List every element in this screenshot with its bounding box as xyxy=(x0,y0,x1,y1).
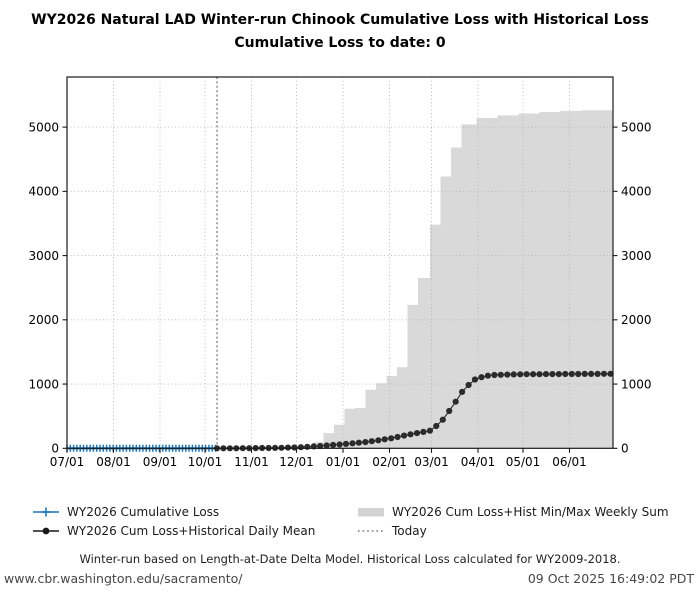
y-tick-label-right: 1000 xyxy=(621,377,652,391)
series-daily-mean-dot xyxy=(401,432,408,439)
x-tick-label: 07/01 xyxy=(50,455,85,469)
series-daily-mean-dot xyxy=(342,440,350,447)
minmax-band xyxy=(292,109,613,449)
legend-label: WY2026 Cum Loss+Hist Min/Max Weekly Sum xyxy=(392,505,669,519)
footer-note: Winter-run based on Length-at-Date Delta… xyxy=(79,552,621,566)
chart-title: WY2026 Natural LAD Winter-run Chinook Cu… xyxy=(0,9,680,55)
chart-title-line2: Cumulative Loss to date: 0 xyxy=(234,35,446,51)
x-tick-label: 03/01 xyxy=(414,455,449,469)
series-daily-mean-dot xyxy=(600,370,608,377)
x-tick-label: 04/01 xyxy=(461,455,496,469)
series-daily-mean-dot xyxy=(562,370,569,378)
chart-plot: 07/01 08/01 09/01 10/01 11/01 12/01 01/01 02/01… xyxy=(28,76,652,469)
series-daily-mean-dot xyxy=(388,435,395,442)
series-daily-mean-dot xyxy=(426,427,433,434)
series-daily-mean-dot xyxy=(330,441,337,449)
series-daily-mean-dot xyxy=(484,372,491,379)
y-tick-label-left: 2000 xyxy=(28,313,59,327)
series-daily-mean-dot xyxy=(555,371,563,378)
series-daily-mean-dot xyxy=(368,438,375,445)
y-tick-label-right: 4000 xyxy=(621,185,652,199)
series-daily-mean-dot xyxy=(323,442,330,449)
series-daily-mean-dot xyxy=(304,443,311,450)
plot-frame xyxy=(66,76,614,449)
series-daily-mean-dot xyxy=(284,444,292,451)
series-daily-mean-dot xyxy=(510,371,517,378)
series-daily-mean-dot xyxy=(568,370,575,378)
series-daily-mean-dot xyxy=(607,370,614,377)
series-daily-mean-dot xyxy=(517,371,524,378)
y-tick-label-right: 5000 xyxy=(621,120,652,134)
y-tick-label-right: 2000 xyxy=(621,313,652,327)
x-tick-label: 02/01 xyxy=(372,455,407,469)
legend-item-cumulative-loss: WY2026 Cumulative Loss xyxy=(33,504,315,520)
y-tick-label-left: 4000 xyxy=(28,185,59,199)
series-daily-mean-dot xyxy=(407,431,414,438)
y-tick-label-left: 1000 xyxy=(28,377,59,391)
x-tick-label: 06/01 xyxy=(552,455,587,469)
series-daily-mean-dot xyxy=(575,370,582,378)
x-tick-label: 10/01 xyxy=(188,455,223,469)
x-tick-label: 09/01 xyxy=(143,455,178,469)
x-tick-label: 08/01 xyxy=(96,455,131,469)
blue-line-plus-icon xyxy=(33,507,59,517)
series-daily-mean-dot xyxy=(381,436,388,443)
legend-column-left: WY2026 Cumulative Loss WY2026 Cum Loss+H… xyxy=(33,504,315,539)
series-daily-mean-dot xyxy=(375,437,382,444)
legend-label: WY2026 Cumulative Loss xyxy=(67,505,220,519)
series-daily-mean-dot xyxy=(459,388,466,395)
series-daily-mean-dot xyxy=(362,439,369,446)
series-daily-mean-dot xyxy=(581,370,588,377)
series-daily-mean-dot xyxy=(297,444,304,451)
legend-item-today: Today xyxy=(358,523,669,539)
gray-patch-icon xyxy=(358,508,384,517)
series-daily-mean-dot xyxy=(594,370,601,377)
series-daily-mean-dot xyxy=(588,370,595,377)
x-tick-label: 12/01 xyxy=(279,455,314,469)
series-daily-mean-dot xyxy=(433,422,440,430)
series-daily-mean-dot xyxy=(446,407,453,415)
series-daily-mean-dot xyxy=(491,371,498,379)
series-daily-mean-dot xyxy=(394,433,401,441)
y-tick-label-left: 3000 xyxy=(28,249,59,263)
legend-item-minmax-band: WY2026 Cum Loss+Hist Min/Max Weekly Sum xyxy=(358,504,669,520)
x-tick-label: 11/01 xyxy=(234,455,269,469)
series-daily-mean-dot xyxy=(478,374,485,381)
series-daily-mean-dot xyxy=(471,376,479,383)
series-daily-mean-dot xyxy=(317,442,324,450)
footer-url: www.cbr.washington.edu/sacramento/ xyxy=(4,571,243,586)
legend-item-daily-mean: WY2026 Cum Loss+Historical Daily Mean xyxy=(33,523,315,539)
series-daily-mean-dot xyxy=(336,441,343,448)
series-daily-mean-dot xyxy=(465,381,472,389)
y-tick-label-right: 3000 xyxy=(621,249,652,263)
series-daily-mean-dot xyxy=(549,371,556,378)
x-tick-label: 05/01 xyxy=(506,455,541,469)
legend-label: WY2026 Cum Loss+Historical Daily Mean xyxy=(67,524,316,538)
chart-title-line1: WY2026 Natural LAD Winter-run Chinook Cu… xyxy=(31,12,649,28)
series-daily-mean-dot xyxy=(420,428,427,435)
series-daily-mean-dot xyxy=(504,371,511,378)
series-daily-mean-dot xyxy=(542,371,550,378)
y-tick-label-right: 0 xyxy=(621,442,629,456)
series-daily-mean-dot xyxy=(452,398,459,405)
x-tick-label: 01/01 xyxy=(326,455,361,469)
series-daily-mean-dot xyxy=(439,416,446,423)
series-daily-mean-dot xyxy=(497,371,504,378)
series-daily-mean-dot xyxy=(355,439,362,446)
series-daily-mean-dot xyxy=(349,440,356,447)
footer-timestamp: 09 Oct 2025 16:49:02 PDT xyxy=(527,571,694,586)
series-daily-mean-dot xyxy=(536,371,543,378)
legend-column-right: WY2026 Cum Loss+Hist Min/Max Weekly Sum … xyxy=(358,504,669,539)
series-daily-mean-dot xyxy=(530,371,537,378)
series-daily-mean-dot xyxy=(523,371,530,378)
series-daily-mean-dot xyxy=(413,430,421,437)
dotted-line-icon xyxy=(358,530,384,532)
y-tick-label-left: 5000 xyxy=(28,120,59,134)
black-line-dot-icon xyxy=(33,527,59,535)
legend-label: Today xyxy=(392,524,427,538)
y-tick-label-left: 0 xyxy=(51,442,59,456)
